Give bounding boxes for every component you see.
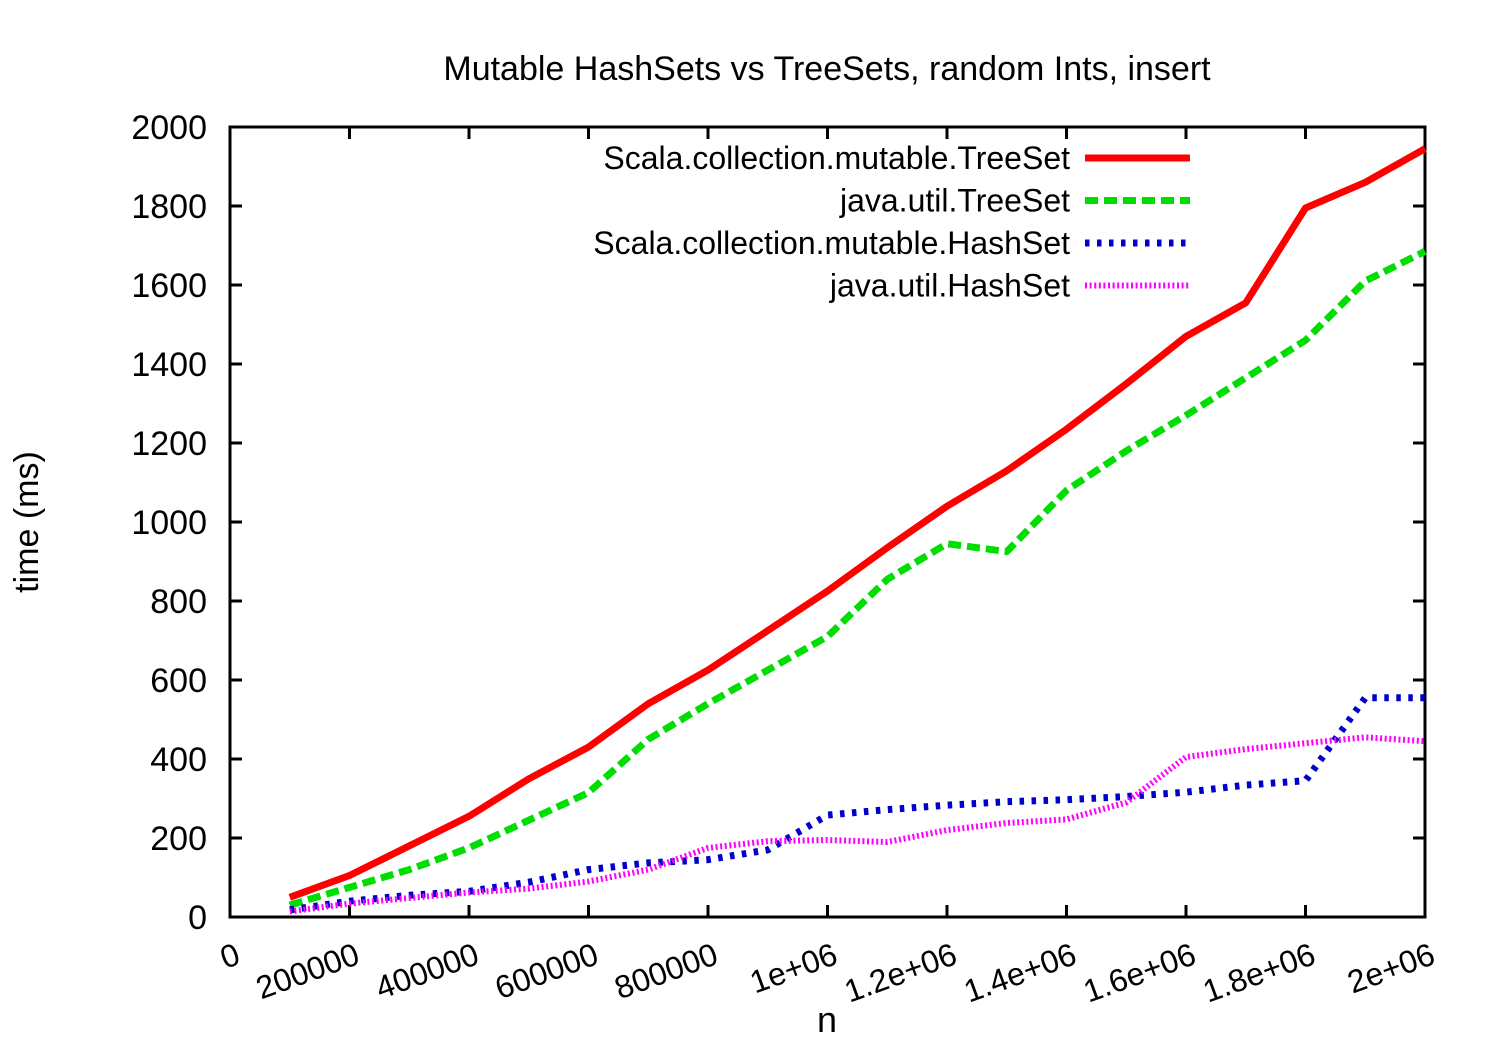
y-tick-label: 1800 [131, 188, 207, 226]
y-tick-label: 1000 [131, 504, 207, 542]
series-line-4 [289, 734, 1426, 915]
series-line-3 [289, 694, 1425, 914]
y-tick-label: 800 [150, 583, 207, 621]
x-tick-label: 400000 [371, 936, 484, 1006]
y-axis-label: time (ms) [8, 451, 46, 593]
y-tick-label: 1400 [131, 346, 207, 384]
x-tick-label: 1.2e+06 [840, 936, 962, 1010]
legend-label: Scala.collection.mutable.HashSet [593, 225, 1070, 261]
x-tick-label: 200000 [251, 936, 364, 1006]
x-tick-label: 1.4e+06 [959, 936, 1081, 1010]
y-tick-label: 400 [150, 741, 207, 779]
legend-label: Scala.collection.mutable.TreeSet [603, 140, 1070, 176]
y-tick-label: 200 [150, 820, 207, 858]
x-axis-label: n [817, 999, 837, 1040]
y-tick-label: 2000 [131, 109, 207, 147]
x-tick-label: 1.8e+06 [1198, 936, 1320, 1010]
x-tick-label: 600000 [490, 936, 603, 1006]
y-tick-label: 600 [150, 662, 207, 700]
x-tick-label: 1e+06 [745, 936, 842, 1001]
x-tick-label: 0 [215, 936, 244, 976]
x-tick-label: 2e+06 [1343, 936, 1440, 1001]
y-tick-label: 0 [188, 899, 207, 937]
x-tick-label: 1.6e+06 [1079, 936, 1201, 1010]
series-line-1 [288, 145, 1427, 901]
series-line-2 [288, 248, 1427, 909]
chart-title: Mutable HashSets vs TreeSets, random Int… [443, 50, 1211, 88]
legend-label: java.util.HashSet [829, 268, 1070, 304]
legend-label: java.util.TreeSet [839, 183, 1070, 219]
y-tick-label: 1200 [131, 425, 207, 463]
x-tick-label: 800000 [610, 936, 723, 1006]
y-tick-label: 1600 [131, 267, 207, 305]
